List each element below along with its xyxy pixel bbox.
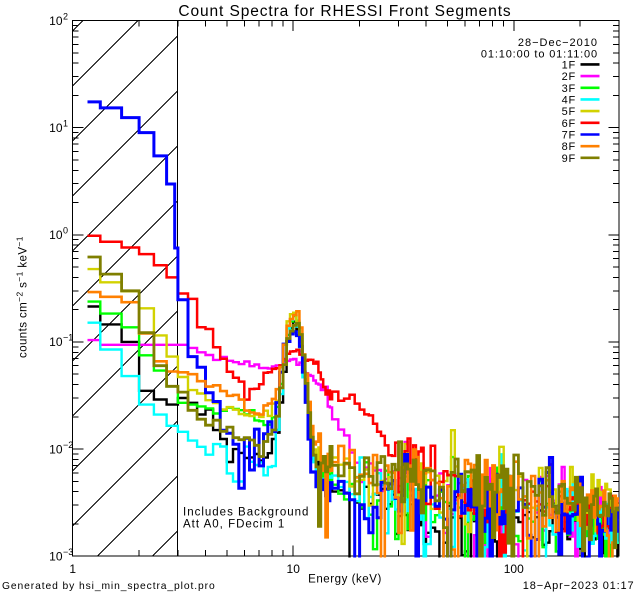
svg-text:10: 10 xyxy=(287,562,301,576)
svg-text:100: 100 xyxy=(504,562,524,576)
svg-text:8F: 8F xyxy=(562,141,576,153)
svg-text:10: 10 xyxy=(49,14,63,28)
svg-text:2: 2 xyxy=(63,11,68,21)
svg-text:9F: 9F xyxy=(562,153,576,165)
svg-text:−3: −3 xyxy=(63,547,73,557)
svg-text:Includes Background: Includes Background xyxy=(183,507,309,519)
svg-text:Count Spectra for RHESSI Front: Count Spectra for RHESSI Front Segments xyxy=(178,3,511,20)
svg-text:4F: 4F xyxy=(562,94,576,106)
svg-text:1F: 1F xyxy=(562,59,576,71)
svg-text:10: 10 xyxy=(49,228,63,242)
svg-text:10: 10 xyxy=(49,335,63,349)
svg-text:10: 10 xyxy=(49,550,63,564)
svg-text:10: 10 xyxy=(49,121,63,135)
svg-text:Energy (keV): Energy (keV) xyxy=(308,574,382,586)
svg-text:01:10:00 to 01:11:00: 01:10:00 to 01:11:00 xyxy=(481,49,598,61)
svg-text:18−Apr−2023 01:17: 18−Apr−2023 01:17 xyxy=(523,580,635,592)
svg-text:6F: 6F xyxy=(562,118,576,130)
svg-text:Att A0, FDecim 1: Att A0, FDecim 1 xyxy=(183,519,285,531)
svg-text:7F: 7F xyxy=(562,129,576,141)
svg-text:1: 1 xyxy=(63,118,68,128)
svg-text:1: 1 xyxy=(69,562,76,576)
svg-text:5F: 5F xyxy=(562,106,576,118)
svg-text:−1: −1 xyxy=(63,333,73,343)
svg-text:counts cm−2 s−1 keV−1: counts cm−2 s−1 keV−1 xyxy=(15,236,30,358)
svg-text:28−Dec−2010: 28−Dec−2010 xyxy=(518,37,598,49)
svg-text:Generated by hsi_min_spectra_p: Generated by hsi_min_spectra_plot.pro xyxy=(2,581,216,592)
svg-text:2F: 2F xyxy=(562,71,576,83)
svg-text:−2: −2 xyxy=(63,440,73,450)
svg-text:0: 0 xyxy=(63,226,68,236)
svg-text:3F: 3F xyxy=(562,83,576,95)
svg-text:10: 10 xyxy=(49,442,63,456)
